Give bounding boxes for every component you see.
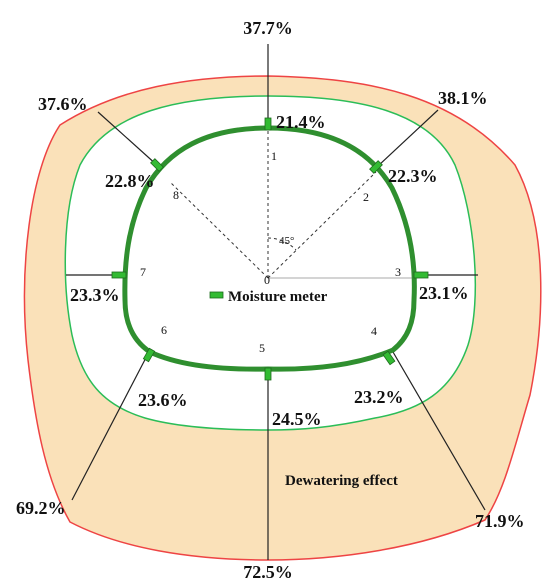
moisture-meters xyxy=(111,117,429,381)
point-label-4: 4 xyxy=(371,324,377,338)
inner-value-3: 23.1% xyxy=(419,283,469,303)
legend-label: Moisture meter xyxy=(228,289,328,305)
point-label-8: 8 xyxy=(173,188,179,202)
meter-marker-6 xyxy=(142,347,156,363)
radial-line-4 xyxy=(392,351,486,511)
angle-arc xyxy=(267,237,297,251)
radial-line-6 xyxy=(71,349,151,501)
meter-marker-3 xyxy=(413,271,429,279)
radial-lines xyxy=(66,44,486,560)
outer-value-8: 37.6% xyxy=(38,94,88,114)
inner-value-5: 24.5% xyxy=(272,409,322,429)
meter-marker-7 xyxy=(111,271,127,279)
point-label-6: 6 xyxy=(161,323,167,337)
point-label-5: 5 xyxy=(259,341,265,355)
angle-label: 45° xyxy=(279,235,294,247)
meter-marker-4 xyxy=(382,350,396,366)
outer-value-4: 71.9% xyxy=(475,511,525,531)
dewatering-effect-label: Dewatering effect xyxy=(285,473,398,489)
dashed-guides xyxy=(169,128,377,279)
inner-value-7: 23.3% xyxy=(70,285,120,305)
outer-value-6: 69.2% xyxy=(16,498,66,518)
radial-line-2 xyxy=(377,109,439,167)
point-label-2: 2 xyxy=(363,190,369,204)
inner-value-8: 22.8% xyxy=(105,171,155,191)
moisture-meter-icon xyxy=(209,291,224,299)
meter-marker-5 xyxy=(264,367,272,381)
inner-value-4: 23.2% xyxy=(354,387,404,407)
point-label-7: 7 xyxy=(140,265,146,279)
inner-value-2: 22.3% xyxy=(388,166,438,186)
outer-value-5: 72.5% xyxy=(243,562,293,582)
inner-value-6: 23.6% xyxy=(138,390,188,410)
dashed-line-8 xyxy=(169,181,269,279)
outer-value-2: 38.1% xyxy=(438,88,488,108)
meter-marker-1 xyxy=(264,117,272,131)
point-label-3: 3 xyxy=(395,265,401,279)
inner-value-1: 21.4% xyxy=(276,112,326,132)
meter-marker-2 xyxy=(369,160,383,174)
meter-marker-8 xyxy=(150,158,164,172)
point-label-0: 0 xyxy=(264,273,270,287)
radial-line-8 xyxy=(97,111,159,167)
dashed-line-2 xyxy=(267,171,377,279)
point-label-1: 1 xyxy=(271,149,277,163)
outer-value-1: 37.7% xyxy=(243,18,293,38)
